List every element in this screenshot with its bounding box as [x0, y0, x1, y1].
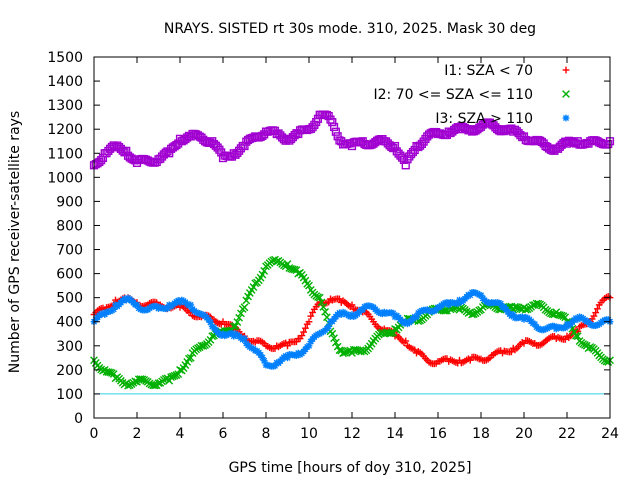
x-tick-label: 6: [219, 426, 228, 442]
data-point-fill: [300, 328, 308, 336]
y-tick-label: 0: [74, 411, 83, 427]
legend-marker: [562, 66, 570, 74]
legend-label: I2: 70 <= SZA <= 110: [373, 87, 533, 103]
y-tick-label: 600: [56, 267, 83, 283]
data-point: [401, 161, 410, 170]
data-point-fill: [233, 318, 242, 326]
y-tick-label: 400: [56, 315, 83, 331]
data-point-fill: [321, 307, 330, 316]
chart-title: NRAYS. SISTED rt 30s mode. 310, 2025. Ma…: [164, 21, 536, 37]
y-tick-label: 800: [56, 218, 83, 234]
series-3: [90, 289, 614, 370]
data-point-fill: [336, 295, 343, 303]
data-point: [284, 342, 291, 350]
data-point-fill: [330, 334, 338, 343]
data-point-fill: [307, 312, 315, 320]
x-tick-label: 8: [262, 426, 271, 442]
data-point-fill: [242, 296, 251, 305]
legend-marker: [562, 114, 570, 122]
x-tick-label: 24: [601, 426, 619, 442]
data-point-fill: [131, 377, 140, 386]
data-point: [208, 332, 217, 341]
legend-label: I3: SZA > 110: [435, 111, 533, 127]
data-point-fill: [260, 267, 269, 275]
series-4: [89, 110, 615, 170]
y-tick-label: 1500: [47, 50, 83, 66]
data-point-fill: [298, 332, 306, 339]
data-point: [573, 332, 582, 341]
y-tick-label: 100: [56, 387, 83, 403]
data-point-fill: [249, 283, 258, 291]
y-tick-label: 1100: [47, 146, 83, 162]
data-point-fill: [592, 309, 600, 317]
data-point-fill: [534, 299, 543, 308]
y-tick-label: 1300: [47, 98, 83, 114]
x-tick-label: 22: [558, 426, 576, 442]
data-point: [240, 303, 249, 312]
data-point: [315, 293, 324, 302]
data-point-fill: [331, 338, 340, 347]
x-tick-label: 18: [472, 426, 490, 442]
y-tick-label: 700: [56, 243, 83, 259]
data-point-fill: [237, 309, 245, 318]
data-point-fill: [151, 381, 159, 390]
y-tick-label: 1400: [47, 74, 83, 90]
y-axis-label: Number of GPS receiver-satellite rays: [7, 111, 23, 373]
data-point-fill: [328, 329, 337, 338]
ticks-layer: 0 2 4 6 8 10 12 14 16 18 20 22 240100200300400500600…: [47, 50, 619, 442]
data-point-fill: [331, 127, 340, 136]
x-tick-label: 10: [300, 426, 318, 442]
y-tick-label: 1200: [47, 122, 83, 138]
data-point-fill: [231, 322, 240, 330]
x-tick-label: 0: [90, 426, 99, 442]
x-tick-label: 16: [429, 426, 447, 442]
y-tick-label: 1000: [47, 170, 83, 186]
data-point-fill: [328, 118, 337, 127]
legend-marker: [562, 90, 570, 98]
data-point: [305, 318, 313, 326]
data-point-fill: [215, 145, 224, 154]
data-point-fill: [572, 331, 580, 340]
x-tick-label: 14: [386, 426, 404, 442]
x-tick-label: 20: [515, 426, 533, 442]
data-point: [305, 281, 313, 290]
data-point-fill: [590, 312, 598, 320]
data-point-fill: [329, 122, 339, 132]
y-tick-label: 200: [56, 363, 83, 379]
data-point-fill: [586, 343, 595, 351]
legend-marker: [561, 137, 571, 147]
y-tick-label: 500: [56, 291, 83, 307]
y-tick-label: 900: [56, 194, 83, 210]
plot-area: 0 2 4 6 8 10 12 14 16 18 20 22 240100200300400500600…: [47, 50, 619, 442]
data-point: [348, 301, 356, 309]
data-point: [186, 353, 195, 362]
data-point: [390, 141, 400, 151]
x-axis-label: GPS time [hours of doy 310, 2025]: [229, 460, 472, 476]
data-point: [402, 337, 410, 345]
series-layer: [89, 110, 615, 390]
data-point-fill: [302, 324, 309, 332]
y-tick-label: 300: [56, 339, 83, 355]
legend-label: I1: SZA < 70: [444, 63, 533, 79]
x-tick-label: 12: [343, 426, 361, 442]
data-point-fill: [594, 305, 601, 313]
x-tick-label: 2: [133, 426, 142, 442]
data-point-fill: [314, 293, 322, 301]
data-point-fill: [319, 303, 328, 311]
data-point-fill: [508, 348, 515, 356]
x-tick-label: 4: [176, 426, 185, 442]
data-point-fill: [317, 298, 326, 307]
legend: I1: SZA < 70 I2: 70 <= SZA <= 110 I3: SZA …: [373, 63, 571, 147]
data-point-fill: [235, 313, 244, 322]
